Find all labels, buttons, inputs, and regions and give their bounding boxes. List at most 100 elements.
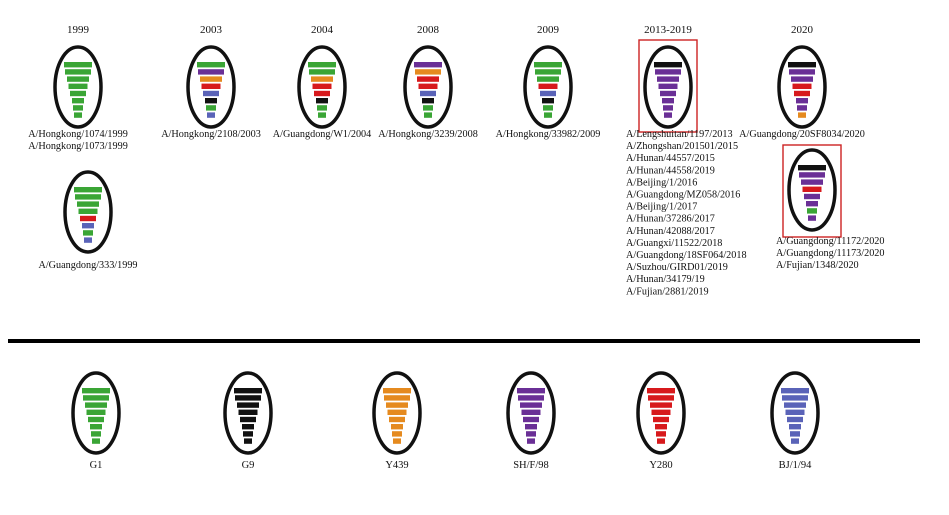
segment-bar-5 bbox=[88, 416, 104, 423]
virus-icon-2009 bbox=[523, 45, 573, 129]
segment-bar-4 bbox=[387, 409, 407, 415]
segment-bar-1 bbox=[781, 388, 809, 394]
segment-bar-8 bbox=[424, 112, 432, 118]
segment-bar-6 bbox=[789, 424, 801, 430]
segment-bar-5 bbox=[420, 90, 436, 97]
legend-label: G1 bbox=[90, 460, 103, 471]
year-label: 2003 bbox=[200, 24, 223, 36]
segment-bar-2 bbox=[518, 395, 544, 401]
virus-outline bbox=[223, 371, 273, 455]
segment-bar-2 bbox=[789, 69, 815, 75]
strain-label: A/Guangdong/333/1999 bbox=[38, 260, 137, 271]
segment-bar-5 bbox=[389, 416, 405, 423]
segment-bar-6 bbox=[655, 424, 667, 430]
segment-bar-8 bbox=[527, 438, 535, 444]
segment-bar-8 bbox=[798, 112, 806, 118]
virus-outline bbox=[777, 45, 827, 129]
segment-bar-3 bbox=[77, 201, 99, 207]
segment-bar-3 bbox=[237, 402, 259, 408]
virus-outline bbox=[63, 170, 113, 254]
segment-bar-6 bbox=[242, 424, 254, 430]
segment-bar-8 bbox=[808, 215, 816, 221]
legend-icon-y280 bbox=[636, 371, 686, 455]
segment-bar-5 bbox=[203, 90, 219, 97]
virus-icon-variant bbox=[63, 170, 113, 254]
segment-bar-7 bbox=[543, 105, 553, 111]
segment-bar-5 bbox=[70, 90, 86, 97]
strain-label: A/Hunan/37286/2017 bbox=[626, 214, 715, 225]
strain-label: A/Guangdong/W1/2004 bbox=[273, 129, 371, 140]
virus-outline bbox=[643, 45, 693, 129]
segment-bar-3 bbox=[386, 402, 408, 408]
segment-bar-5 bbox=[787, 416, 803, 423]
segment-bar-7 bbox=[317, 105, 327, 111]
segment-bar-3 bbox=[311, 76, 333, 82]
segment-bar-4 bbox=[68, 83, 88, 89]
year-label: 2020 bbox=[791, 24, 814, 36]
segment-bar-3 bbox=[520, 402, 542, 408]
segment-bar-3 bbox=[791, 76, 813, 82]
segment-bar-4 bbox=[201, 83, 221, 89]
segment-bar-8 bbox=[393, 438, 401, 444]
segment-bar-7 bbox=[243, 431, 253, 437]
strain-label: A/Guangdong/20SF8034/2020 bbox=[739, 129, 865, 140]
virus-icon-1999 bbox=[53, 45, 103, 129]
segment-bar-8 bbox=[244, 438, 252, 444]
legend-label: SH/F/98 bbox=[513, 460, 549, 471]
segment-bar-2 bbox=[198, 69, 224, 75]
segment-bar-8 bbox=[207, 112, 215, 118]
segment-bar-2 bbox=[75, 194, 101, 200]
segment-bar-5 bbox=[653, 416, 669, 423]
segment-bar-3 bbox=[657, 76, 679, 82]
segment-bar-4 bbox=[418, 83, 438, 89]
virus-outline bbox=[71, 371, 121, 455]
segment-bar-6 bbox=[316, 98, 328, 104]
segment-bar-5 bbox=[240, 416, 256, 423]
segment-bar-4 bbox=[86, 409, 106, 415]
segment-bar-1 bbox=[798, 165, 826, 171]
segment-bar-4 bbox=[651, 409, 671, 415]
segment-bar-8 bbox=[791, 438, 799, 444]
virus-icon-2008 bbox=[403, 45, 453, 129]
strain-label: A/Zhongshan/201501/2015 bbox=[626, 141, 738, 152]
strain-label: A/Guangdong/MZ058/2016 bbox=[626, 190, 740, 201]
virus-icon-2003 bbox=[186, 45, 236, 129]
segment-bar-7 bbox=[526, 431, 536, 437]
segment-bar-5 bbox=[314, 90, 330, 97]
segment-bar-2 bbox=[648, 395, 674, 401]
segment-bar-3 bbox=[784, 402, 806, 408]
segment-bar-1 bbox=[308, 62, 336, 68]
year-label: 2009 bbox=[537, 24, 560, 36]
legend-label: Y439 bbox=[385, 460, 408, 471]
segment-bar-1 bbox=[197, 62, 225, 68]
segment-bar-7 bbox=[83, 230, 93, 236]
segment-bar-7 bbox=[206, 105, 216, 111]
segment-bar-6 bbox=[72, 98, 84, 104]
virus-outline bbox=[506, 371, 556, 455]
segment-bar-6 bbox=[90, 424, 102, 430]
strain-label: A/Hunan/44558/2019 bbox=[626, 165, 715, 176]
segment-bar-1 bbox=[534, 62, 562, 68]
segment-bar-1 bbox=[414, 62, 442, 68]
segment-bar-3 bbox=[85, 402, 107, 408]
highlight-box bbox=[638, 39, 698, 133]
strain-label: A/Hongkong/3239/2008 bbox=[378, 129, 478, 140]
segment-bar-6 bbox=[796, 98, 808, 104]
virus-icon-2004 bbox=[297, 45, 347, 129]
strain-label: A/Guangdong/11172/2020 bbox=[776, 236, 884, 247]
year-label: 2013-2019 bbox=[644, 24, 692, 36]
segment-bar-5 bbox=[80, 215, 96, 222]
segment-bar-6 bbox=[662, 98, 674, 104]
legend-icon-sh-f98 bbox=[506, 371, 556, 455]
segment-bar-1 bbox=[234, 388, 262, 394]
segment-bar-4 bbox=[802, 186, 822, 192]
virus-outline bbox=[297, 45, 347, 129]
segment-bar-1 bbox=[82, 388, 110, 394]
virus-outline bbox=[523, 45, 573, 129]
segment-bar-4 bbox=[785, 409, 805, 415]
segment-bar-4 bbox=[538, 83, 558, 89]
segment-bar-5 bbox=[523, 416, 539, 423]
segment-bar-7 bbox=[423, 105, 433, 111]
segment-bar-2 bbox=[83, 395, 109, 401]
segment-bar-8 bbox=[657, 438, 665, 444]
